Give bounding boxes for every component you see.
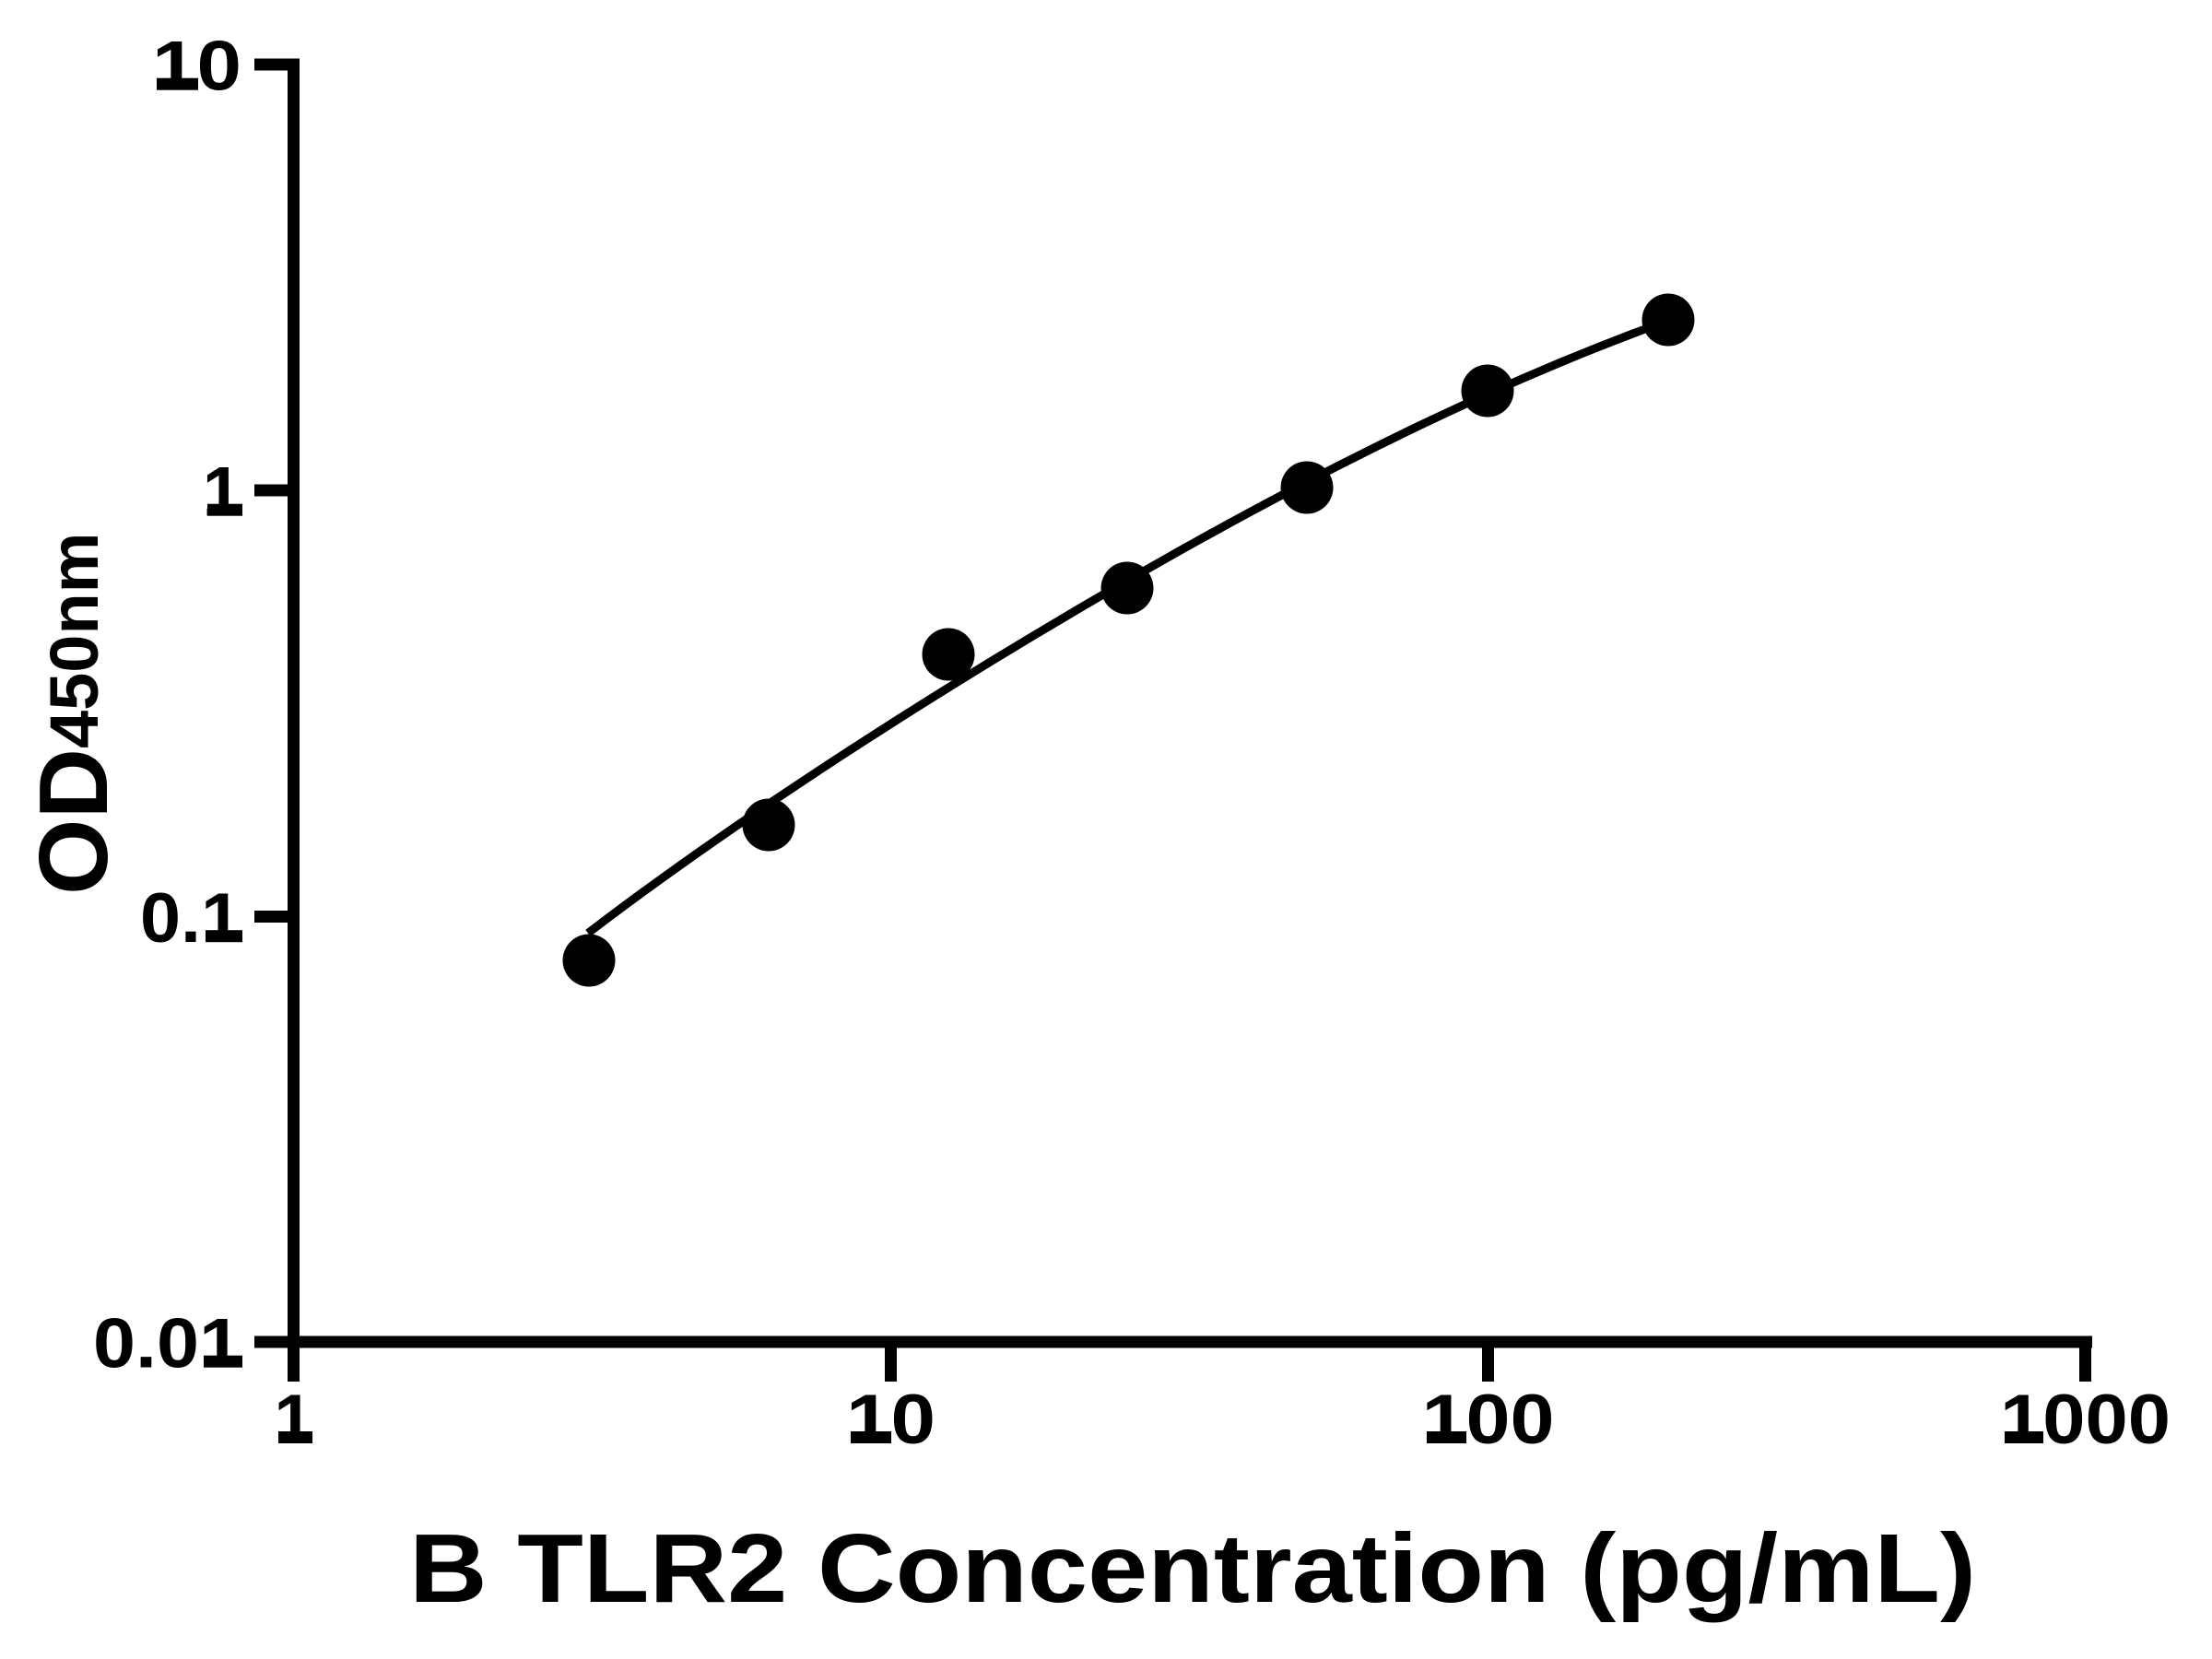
svg-text:1: 1	[203, 453, 241, 532]
svg-text:10: 10	[152, 28, 241, 106]
svg-text:B TLR2 Concentration (pg/mL): B TLR2 Concentration (pg/mL)	[409, 1514, 1976, 1623]
svg-text:OD450nm: OD450nm	[19, 533, 128, 895]
svg-text:100: 100	[1422, 1381, 1555, 1459]
svg-text:0.01: 0.01	[93, 1305, 241, 1383]
svg-text:10: 10	[846, 1381, 935, 1459]
svg-text:1: 1	[274, 1381, 312, 1459]
svg-text:1000: 1000	[2000, 1381, 2171, 1459]
svg-text:0.1: 0.1	[140, 879, 241, 958]
